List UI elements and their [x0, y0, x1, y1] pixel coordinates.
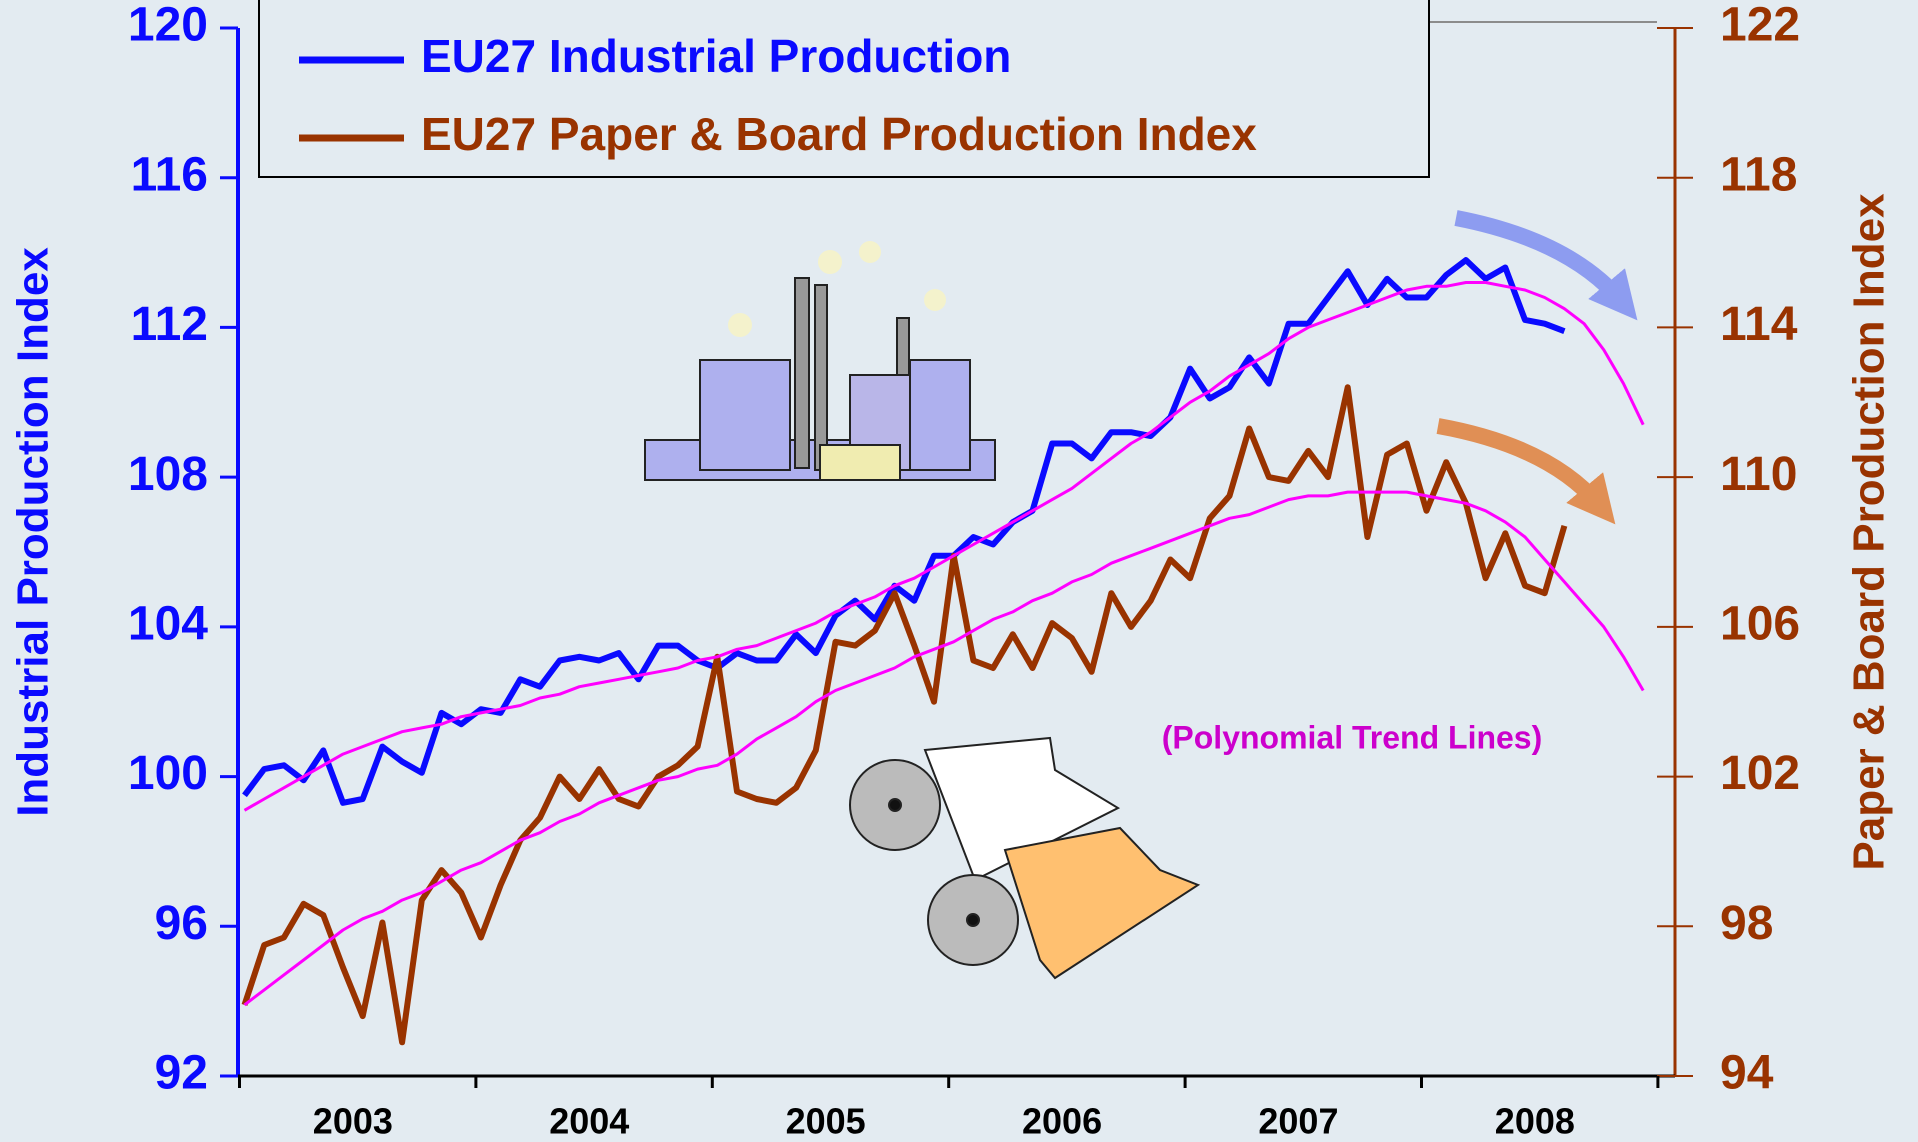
- y2-tick-label: 94: [1720, 1047, 1774, 1100]
- chart: 92 96 100 104 108 112 116 120 94 98 102 106 110 114 11…: [0, 0, 1918, 1142]
- y-tick-label: 92: [155, 1047, 208, 1100]
- y-tick-label: 112: [131, 298, 208, 351]
- y2-tick-label: 110: [1720, 448, 1797, 501]
- x-tick-label: 2006: [1022, 1101, 1102, 1142]
- y2-axis-title: Paper & Board Production Index: [1845, 193, 1894, 871]
- x-tick-label: 2003: [313, 1101, 393, 1142]
- legend-label: EU27 Industrial Production: [421, 30, 1011, 82]
- y2-tick-label: 114: [1720, 298, 1798, 351]
- y-tick-label: 104: [128, 598, 208, 651]
- legend-label: EU27 Paper & Board Production Index: [421, 108, 1257, 160]
- y-tick-label: 108: [128, 448, 208, 501]
- y-tick-label: 96: [155, 897, 208, 950]
- annotation: (Polynomial Trend Lines): [1162, 719, 1543, 755]
- decline-arrow: [1456, 218, 1622, 302]
- page: {"chart_data": { "type": "line", "catego…: [0, 0, 1918, 1142]
- y-axis-title: Industrial Production Index: [9, 247, 58, 817]
- y2-tick-label: 102: [1720, 747, 1800, 800]
- factory-illustration: [645, 241, 995, 480]
- x-tick-label: 2004: [549, 1101, 629, 1142]
- paper-rolls-illustration: [850, 738, 1198, 978]
- y2-tick-label: 118: [1720, 148, 1797, 201]
- y2-tick-label: 106: [1720, 598, 1800, 651]
- x-tick-label: 2008: [1495, 1101, 1575, 1142]
- x-tick-label: 2005: [786, 1101, 866, 1142]
- x-tick-label: 2007: [1258, 1101, 1338, 1142]
- y-tick-label: 120: [128, 0, 208, 52]
- y2-tick-label: 98: [1720, 897, 1773, 950]
- y-tick-label: 116: [131, 148, 208, 201]
- y-tick-label: 100: [128, 747, 208, 800]
- y2-tick-label: 122: [1720, 0, 1800, 52]
